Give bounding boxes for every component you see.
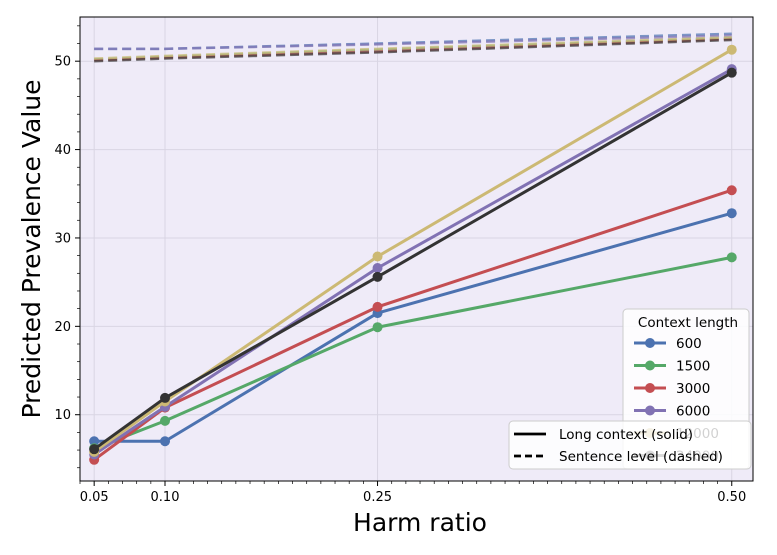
- sentence-level-series: [94, 32, 732, 63]
- legend-title: Context length: [638, 315, 738, 331]
- axes-frame: [79, 16, 754, 482]
- y-tick-label: 20: [54, 320, 71, 335]
- legend-label-1500: 1500: [676, 359, 710, 375]
- x-tick-label: 0.05: [80, 490, 109, 505]
- y-tick-label: 50: [54, 55, 71, 70]
- data-point-3000: [372, 301, 383, 312]
- axes: 10 20 30 40 50 0.05 0.10 0.25 0.50: [54, 16, 754, 505]
- data-point-1500: [372, 322, 383, 333]
- data-point-24000: [372, 271, 383, 282]
- y-axis-title: Predicted Prevalence Value: [17, 79, 46, 418]
- data-point-12000: [726, 44, 737, 55]
- legend-marker-1500: [645, 360, 655, 371]
- data-point-1500: [160, 415, 171, 426]
- data-point-24000: [160, 392, 171, 403]
- data-point-24000: [726, 67, 737, 78]
- long-context-line-600: [94, 211, 733, 443]
- legend-box: [508, 420, 752, 470]
- data-point-1500: [726, 252, 737, 263]
- data-point-600: [89, 436, 100, 447]
- long-context-line-12000: [93, 48, 733, 454]
- legend-marker-3000: [645, 383, 655, 393]
- sentence-level-line-12000: [94, 36, 732, 60]
- x-tick-label: 0.10: [151, 490, 180, 505]
- data-point-600: [726, 208, 737, 219]
- data-point-12000: [372, 251, 383, 262]
- data-point-600: [160, 436, 171, 447]
- series-24000: [89, 67, 737, 455]
- y-tick-label: 30: [54, 231, 71, 246]
- y-tick-label: 40: [54, 143, 71, 158]
- sentence-level-line-6000: [94, 34, 732, 51]
- data-point-24000: [89, 444, 100, 455]
- data-point-3000: [726, 185, 737, 196]
- x-tick-label: 0.50: [717, 490, 746, 505]
- long-context-series: [89, 44, 737, 465]
- legend-dashed-label: Sentence level (dashed): [559, 449, 723, 465]
- legend-marker-6000: [645, 405, 655, 416]
- legend-line-style: Long context (solid) Sentence level (das…: [508, 420, 752, 470]
- long-context-line-3000: [93, 188, 733, 461]
- long-context-line-24000: [93, 71, 733, 451]
- legend-solid-label: Long context (solid): [559, 427, 693, 443]
- series-600: [89, 208, 737, 447]
- y-tick-label: 10: [54, 408, 71, 423]
- data-point-6000: [372, 263, 383, 274]
- legend-label-600: 600: [676, 336, 702, 352]
- legend-marker-600: [645, 338, 655, 348]
- x-tick-label: 0.25: [363, 490, 392, 505]
- sentence-level-line-24000: [94, 38, 732, 63]
- legend-label-6000: 6000: [676, 404, 710, 420]
- x-axis-title: Harm ratio: [353, 508, 487, 537]
- legend-label-3000: 3000: [676, 381, 710, 397]
